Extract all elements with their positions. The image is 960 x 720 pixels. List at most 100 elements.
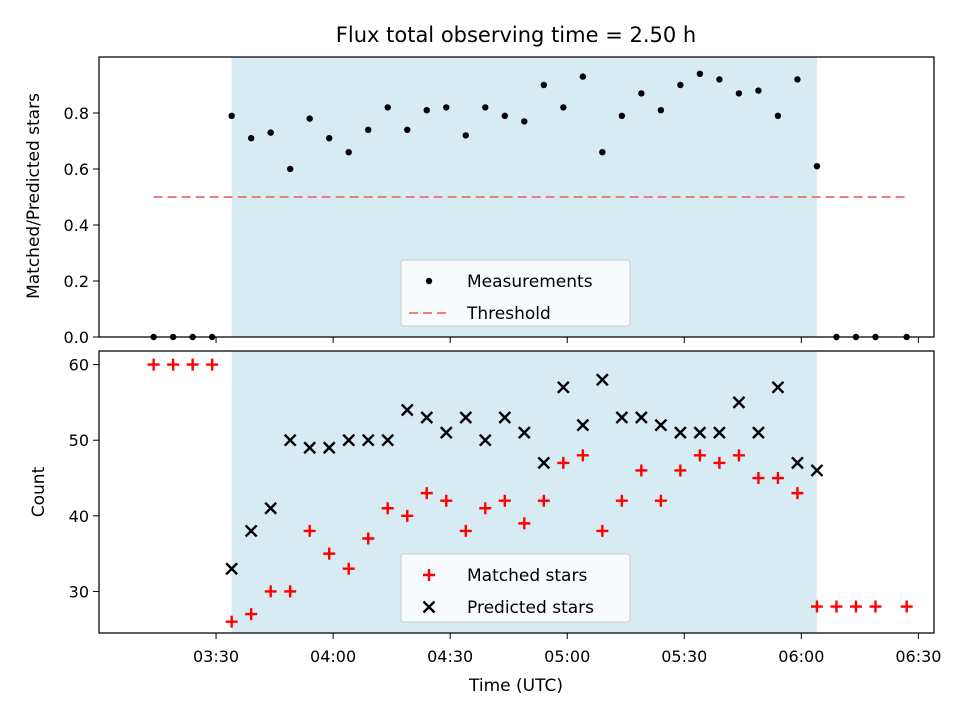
legend-plus-icon (423, 569, 435, 581)
matched-stars-point (615, 494, 628, 507)
measurement-point (657, 107, 665, 114)
matched-stars-point (440, 494, 453, 507)
measurement-point (267, 129, 274, 136)
measurement-point (638, 90, 645, 97)
matched-stars-point (303, 524, 316, 537)
matched-stars-point (225, 615, 238, 628)
x-tick-label: 04:00 (310, 647, 356, 666)
count-axis-ticks: 30 40 50 60 03:30 04:00 04:30 05:00 05:30 06:00 06… (69, 356, 942, 666)
measurement-point (521, 118, 528, 125)
count-panel: 30 40 50 60 03:30 04:00 04:30 05:00 05:30 06:00 06… (29, 350, 942, 696)
predicted-stars-point (400, 403, 414, 417)
measurement-point (618, 112, 626, 120)
matched-stars-point (693, 449, 706, 462)
y-tick-label: 0.6 (64, 160, 89, 179)
measurement-point (365, 126, 372, 133)
matched-stars-point (264, 585, 277, 598)
x-tick-label: 05:00 (544, 647, 590, 666)
predicted-stars-point (732, 396, 746, 409)
matched-stars-point (245, 608, 258, 621)
legend-label: Matched stars (467, 566, 587, 586)
y-tick-label: 50 (69, 431, 89, 450)
y-tick-label: 0.0 (64, 328, 89, 347)
measurement-point (345, 149, 352, 156)
y-tick-label: 0.8 (64, 104, 89, 123)
legend-label: Measurements (467, 272, 593, 292)
predicted-stars-point (322, 441, 336, 455)
measurement-point (579, 73, 587, 80)
matched-stars-point (900, 600, 913, 613)
measurement-point (423, 107, 430, 114)
predicted-stars-point (693, 426, 707, 439)
matched-stars-point (557, 456, 570, 469)
measurement-point (306, 115, 313, 122)
measurement-point (560, 104, 567, 111)
measurement-point (696, 70, 704, 78)
matched-stars-point (498, 494, 511, 507)
matched-stars-point (518, 517, 531, 530)
predicted-stars-point (810, 464, 824, 477)
matched-stars-point (401, 509, 414, 522)
measurement-point (404, 126, 411, 133)
measurement-point (384, 104, 391, 111)
measurement-point (755, 87, 762, 94)
count-y-axis-label: Count (29, 466, 49, 517)
predicted-stars-point (752, 426, 765, 439)
predicted-stars-point (556, 380, 570, 394)
matched-stars-point (732, 449, 745, 462)
measurement-point (599, 149, 606, 156)
predicted-stars-point (595, 373, 609, 387)
predicted-stars-point (283, 433, 297, 447)
matched-stars-point (869, 600, 882, 613)
matched-stars-point (537, 494, 550, 507)
predicted-stars-point (244, 524, 258, 538)
measurement-point (813, 163, 821, 170)
measurement-point (443, 104, 450, 111)
chart-title: Flux total observing time = 2.50 h (336, 23, 696, 47)
predicted-stars-point (791, 456, 804, 470)
count-series (147, 358, 913, 628)
ratio-panel: 0.0 0.2 0.4 0.6 0.8 Flux total observing tim… (24, 23, 935, 347)
matched-stars-point (459, 524, 472, 537)
legend-frame (400, 259, 631, 327)
measurement-point (247, 135, 255, 142)
predicted-stars-point (498, 411, 512, 424)
matched-stars-point (810, 600, 823, 613)
measurement-point (326, 135, 333, 142)
matched-stars-point (830, 600, 843, 613)
matched-stars-point (323, 547, 336, 560)
legend-frame (400, 553, 631, 623)
predicted-stars-point (264, 501, 278, 515)
predicted-stars-point (439, 426, 453, 439)
measurement-point (735, 90, 743, 97)
matched-stars-point (167, 358, 180, 371)
predicted-stars-point (303, 441, 317, 455)
measurement-point (677, 81, 684, 89)
predicted-stars-point (225, 562, 239, 576)
x-tick-label: 04:30 (427, 647, 473, 666)
measurement-point (540, 81, 548, 89)
matched-stars-point (674, 464, 687, 477)
measurement-point (716, 76, 723, 83)
y-tick-label: 0.2 (64, 272, 89, 291)
matched-stars-point (206, 358, 219, 371)
x-tick-label: 06:00 (778, 647, 824, 666)
matched-stars-point (635, 464, 648, 477)
count-legend: Matched stars Predicted stars (400, 553, 631, 623)
matched-stars-point (284, 585, 297, 598)
measurement-point (228, 112, 235, 120)
x-tick-label: 05:30 (661, 647, 707, 666)
ratio-axis-ticks: 0.0 0.2 0.4 0.6 0.8 (64, 104, 919, 347)
matched-stars-point (713, 456, 726, 469)
matched-stars-point (849, 600, 862, 613)
ratio-y-axis-label: Matched/Predicted stars (24, 93, 44, 299)
matched-stars-point (791, 487, 804, 500)
matched-stars-point (381, 502, 394, 515)
ratio-axes-frame (98, 56, 935, 338)
matched-stars-point (147, 358, 160, 371)
y-tick-label: 60 (69, 356, 89, 375)
legend-x-icon (422, 600, 436, 614)
predicted-stars-point (615, 411, 629, 424)
predicted-stars-point (361, 433, 375, 447)
matched-stars-point (362, 532, 375, 545)
